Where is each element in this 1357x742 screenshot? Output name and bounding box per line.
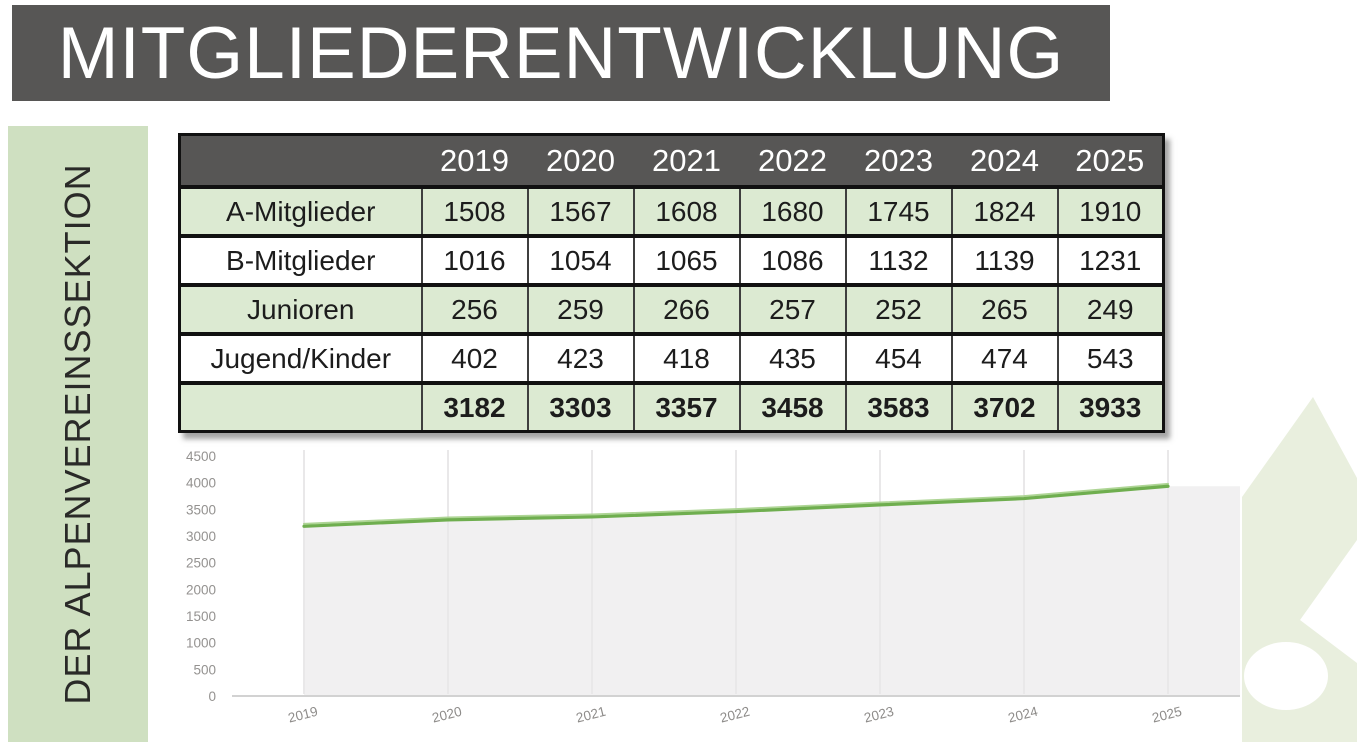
total-row-label bbox=[179, 383, 423, 432]
svg-text:4000: 4000 bbox=[186, 476, 216, 491]
year-header: 2024 bbox=[951, 134, 1058, 189]
row-label: Junioren bbox=[179, 285, 423, 336]
svg-text:2024: 2024 bbox=[1007, 704, 1040, 726]
member-count-cell: 252 bbox=[845, 285, 953, 336]
year-header: 2021 bbox=[633, 134, 740, 189]
member-count-cell: 257 bbox=[739, 285, 847, 336]
sidebar: DER ALPENVEREINSSEKTION bbox=[8, 126, 148, 742]
svg-text:2019: 2019 bbox=[287, 704, 320, 726]
area-fill bbox=[304, 486, 1240, 696]
corner-cell bbox=[179, 134, 422, 189]
member-count-cell: 1231 bbox=[1057, 236, 1164, 287]
sidebar-vertical-label: DER ALPENVEREINSSEKTION bbox=[57, 163, 98, 705]
svg-text:3500: 3500 bbox=[186, 502, 216, 517]
member-count-cell: 1910 bbox=[1057, 187, 1164, 238]
member-count-cell: 1824 bbox=[951, 187, 1059, 238]
members-table: 2019 2020 2021 2022 2023 2024 2025 A-Mit… bbox=[178, 133, 1165, 433]
table-row-b-mitglieder: B-Mitglieder 1016 1054 1065 1086 1132 11… bbox=[179, 236, 1164, 287]
total-count-cell: 3303 bbox=[527, 383, 635, 432]
title-bar: MITGLIEDERENTWICKLUNG bbox=[12, 5, 1110, 101]
svg-text:0: 0 bbox=[208, 689, 216, 704]
total-count-cell: 3933 bbox=[1057, 383, 1164, 432]
member-count-cell: 1086 bbox=[739, 236, 847, 287]
member-count-cell: 543 bbox=[1057, 334, 1164, 385]
member-count-cell: 402 bbox=[421, 334, 529, 385]
table-total-row: 3182 3303 3357 3458 3583 3702 3933 bbox=[179, 383, 1164, 432]
trend-line-highlight bbox=[303, 482, 1169, 525]
total-count-cell: 3357 bbox=[633, 383, 741, 432]
x-axis-labels: 2019 2020 2021 2022 2023 2024 2025 bbox=[287, 704, 1184, 726]
year-header: 2019 bbox=[421, 134, 528, 189]
member-count-cell: 256 bbox=[421, 285, 529, 336]
svg-text:2025: 2025 bbox=[1151, 704, 1184, 726]
total-count-cell: 3702 bbox=[951, 383, 1059, 432]
member-count-cell: 249 bbox=[1057, 285, 1164, 336]
table-row-a-mitglieder: A-Mitglieder 1508 1567 1608 1680 1745 18… bbox=[179, 187, 1164, 238]
svg-text:3000: 3000 bbox=[186, 529, 216, 544]
total-count-cell: 3182 bbox=[421, 383, 529, 432]
member-count-cell: 1680 bbox=[739, 187, 847, 238]
member-count-cell: 1139 bbox=[951, 236, 1059, 287]
table-row-jugend-kinder: Jugend/Kinder 402 423 418 435 454 474 54… bbox=[179, 334, 1164, 385]
year-header: 2025 bbox=[1057, 134, 1164, 189]
page-title: MITGLIEDERENTWICKLUNG bbox=[57, 12, 1065, 94]
member-count-cell: 474 bbox=[951, 334, 1059, 385]
member-count-cell: 435 bbox=[739, 334, 847, 385]
trend-line bbox=[302, 484, 1170, 528]
edelweiss-logo-fragment bbox=[1242, 397, 1357, 742]
member-count-cell: 1065 bbox=[633, 236, 741, 287]
svg-text:500: 500 bbox=[193, 662, 216, 677]
svg-text:1000: 1000 bbox=[186, 636, 216, 651]
member-count-cell: 259 bbox=[527, 285, 635, 336]
svg-text:2023: 2023 bbox=[863, 704, 896, 726]
year-header: 2023 bbox=[845, 134, 952, 189]
member-count-cell: 266 bbox=[633, 285, 741, 336]
total-count-cell: 3458 bbox=[739, 383, 847, 432]
member-count-cell: 423 bbox=[527, 334, 635, 385]
member-count-cell: 265 bbox=[951, 285, 1059, 336]
row-label: B-Mitglieder bbox=[179, 236, 423, 287]
svg-text:2020: 2020 bbox=[431, 704, 464, 726]
table-header-row: 2019 2020 2021 2022 2023 2024 2025 bbox=[179, 134, 1164, 189]
member-count-cell: 1054 bbox=[527, 236, 635, 287]
svg-text:2000: 2000 bbox=[186, 582, 216, 597]
total-count-cell: 3583 bbox=[845, 383, 953, 432]
svg-text:4500: 4500 bbox=[186, 449, 216, 464]
member-count-cell: 454 bbox=[845, 334, 953, 385]
row-label: Jugend/Kinder bbox=[179, 334, 423, 385]
member-count-cell: 1508 bbox=[421, 187, 529, 238]
year-header: 2020 bbox=[527, 134, 634, 189]
y-axis-labels: 4500 4000 3500 3000 2500 2000 1500 1000 500 0 bbox=[186, 449, 216, 704]
row-label: A-Mitglieder bbox=[179, 187, 423, 238]
table-row-junioren: Junioren 256 259 266 257 252 265 249 bbox=[179, 285, 1164, 336]
member-count-cell: 1132 bbox=[845, 236, 953, 287]
membership-line-chart: 4500 4000 3500 3000 2500 2000 1500 1000 500 0 2019… bbox=[186, 449, 1240, 726]
gridlines bbox=[303, 450, 1169, 694]
svg-text:2021: 2021 bbox=[575, 704, 608, 726]
member-count-cell: 1745 bbox=[845, 187, 953, 238]
member-count-cell: 1567 bbox=[527, 187, 635, 238]
member-count-cell: 1016 bbox=[421, 236, 529, 287]
member-count-cell: 418 bbox=[633, 334, 741, 385]
svg-text:2500: 2500 bbox=[186, 556, 216, 571]
svg-text:1500: 1500 bbox=[186, 609, 216, 624]
year-header: 2022 bbox=[739, 134, 846, 189]
svg-text:2022: 2022 bbox=[719, 704, 752, 726]
member-count-cell: 1608 bbox=[633, 187, 741, 238]
flower-center-cutout bbox=[1244, 642, 1328, 710]
